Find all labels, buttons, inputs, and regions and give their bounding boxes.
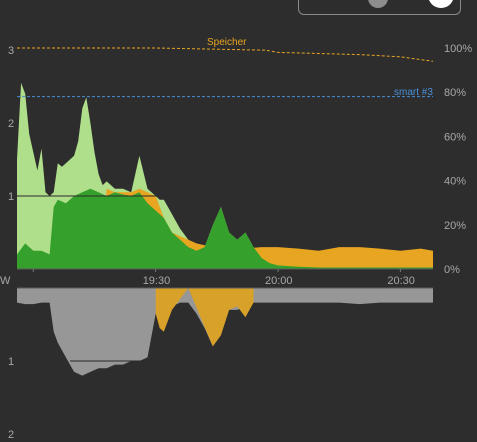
- y-tick-label: 1: [8, 191, 14, 203]
- power-toggle-widget[interactable]: [298, 0, 461, 15]
- y-tick-label: 1: [8, 356, 14, 368]
- top-panel: 1 2 3 0% 20% 40% 60% 80% 100% 19:30 20:00 20:30: [8, 43, 472, 287]
- y-tick-label: 3: [8, 45, 14, 57]
- x-tick-label: 19:30: [143, 275, 171, 287]
- y2-tick-label: 20%: [444, 220, 466, 232]
- speicher-label: Speicher: [207, 37, 247, 48]
- direct_use-area: [17, 188, 433, 269]
- y2-tick-label: 0%: [444, 264, 460, 276]
- y2-tick-label: 60%: [444, 131, 466, 143]
- chart-labels: Speicher smart #3 W: [0, 37, 433, 287]
- smart-label: smart #3: [394, 87, 433, 98]
- grid-area: [17, 288, 433, 376]
- speicher-line: [17, 47, 434, 62]
- toggle-knob-on[interactable]: [428, 0, 454, 8]
- y2-tick-label: 80%: [444, 87, 466, 99]
- bottom-axis-unit: W: [0, 275, 11, 287]
- x-tick-label: 20:00: [265, 275, 293, 287]
- x-tick-label: 20:30: [387, 275, 415, 287]
- y2-tick-label: 40%: [444, 176, 466, 188]
- y-tick-label: 2: [8, 429, 14, 441]
- grid-battery-area: [155, 288, 254, 347]
- y-tick-label: 2: [8, 118, 14, 130]
- bottom-panel: 12: [8, 287, 433, 441]
- y2-tick-label: 100%: [444, 43, 472, 55]
- toggle-knob-off[interactable]: [368, 0, 388, 8]
